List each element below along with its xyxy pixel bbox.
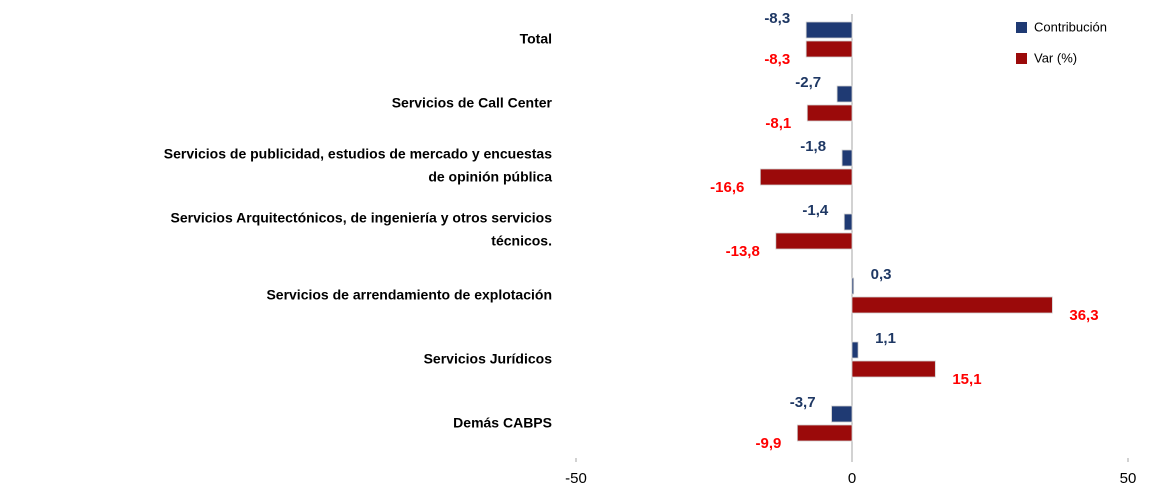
category-label: Servicios de arrendamiento de explotació…	[266, 287, 552, 303]
bar	[843, 213, 853, 231]
category-label: Servicios Arquitectónicos, de ingeniería…	[171, 209, 553, 248]
bar	[851, 360, 936, 378]
value-label: -2,7	[795, 74, 821, 91]
value-label: -8,3	[764, 10, 790, 27]
bar	[841, 149, 853, 167]
category-label: Servicios Jurídicos	[424, 351, 553, 367]
bar	[851, 296, 1053, 314]
x-tick-label: 50	[1120, 470, 1137, 487]
category-label: Servicios de Call Center	[392, 95, 553, 111]
bar	[759, 168, 853, 186]
value-label: -8,3	[764, 51, 790, 68]
value-label: 15,1	[952, 371, 981, 388]
bar	[796, 424, 853, 442]
category-label: Demás CABPS	[453, 415, 552, 431]
bar	[851, 277, 855, 295]
value-label: -16,6	[710, 179, 744, 196]
bar	[831, 405, 853, 423]
value-label: 0,3	[871, 266, 892, 283]
value-label: -1,8	[800, 138, 826, 155]
legend-swatch	[1016, 53, 1027, 64]
category-label: Servicios de publicidad, estudios de mer…	[164, 145, 552, 184]
bar	[836, 85, 853, 103]
legend-label: Var (%)	[1034, 50, 1077, 65]
value-label: -1,4	[802, 202, 829, 219]
x-tick-label: -50	[565, 470, 587, 487]
x-tick-label: 0	[848, 470, 856, 487]
value-label: 36,3	[1069, 307, 1098, 324]
category-label: Total	[520, 31, 552, 47]
value-label: -9,9	[755, 435, 781, 452]
legend-label: Contribución	[1034, 19, 1107, 34]
legend-swatch	[1016, 22, 1027, 33]
value-label: 1,1	[875, 330, 896, 347]
value-label: -13,8	[726, 243, 760, 260]
value-label: -8,1	[765, 115, 791, 132]
bar	[851, 341, 859, 359]
bar	[806, 104, 853, 122]
bar	[805, 40, 853, 58]
bar	[775, 232, 853, 250]
value-label: -3,7	[790, 394, 816, 411]
bar	[805, 21, 853, 39]
